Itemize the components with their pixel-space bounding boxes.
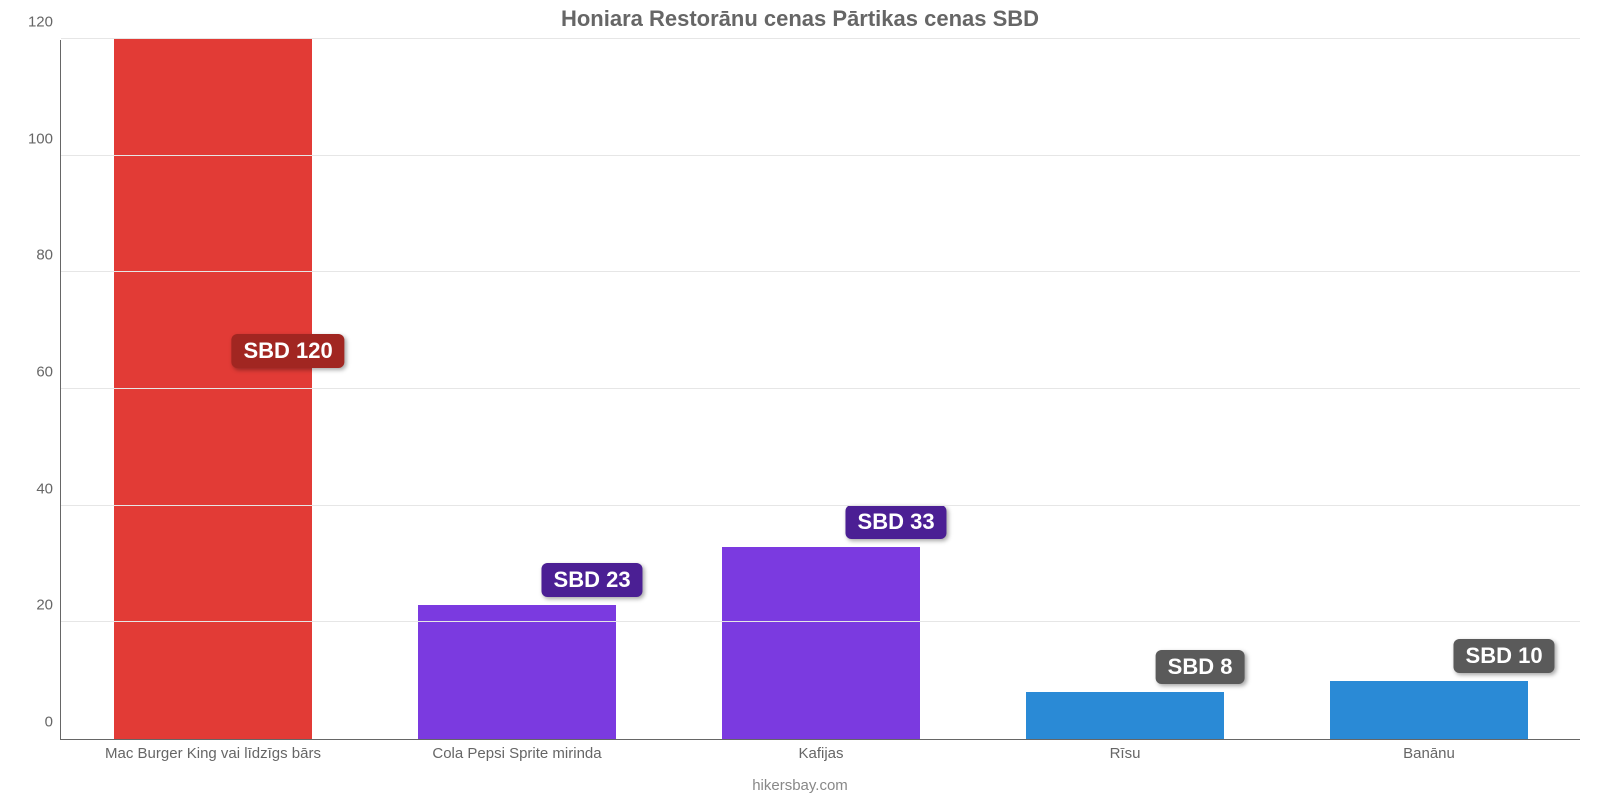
grid-line [61, 38, 1580, 39]
x-tick-label: Banānu [1277, 739, 1581, 762]
x-tick-label: Rīsu [973, 739, 1277, 762]
value-badge: SBD 120 [231, 334, 344, 368]
y-tick-label: 80 [36, 247, 61, 264]
x-tick-label: Mac Burger King vai līdzīgs bārs [61, 739, 365, 762]
value-badge: SBD 23 [542, 563, 643, 597]
bar-slot: SBD 23Cola Pepsi Sprite mirinda [365, 40, 669, 739]
price-bar-chart: Honiara Restorānu cenas Pārtikas cenas S… [0, 0, 1600, 800]
grid-line [61, 505, 1580, 506]
chart-title: Honiara Restorānu cenas Pārtikas cenas S… [0, 6, 1600, 32]
value-badge: SBD 10 [1454, 639, 1555, 673]
bar-slot: SBD 33Kafijas [669, 40, 973, 739]
plot-area: SBD 120Mac Burger King vai līdzīgs bārsS… [60, 40, 1580, 740]
value-badge: SBD 33 [846, 505, 947, 539]
grid-line [61, 388, 1580, 389]
bar-slot: SBD 120Mac Burger King vai līdzīgs bārs [61, 40, 365, 739]
grid-line [61, 621, 1580, 622]
bars-layer: SBD 120Mac Burger King vai līdzīgs bārsS… [61, 40, 1580, 739]
y-tick-label: 20 [36, 597, 61, 614]
y-tick-label: 0 [45, 714, 61, 731]
chart-footer: hikersbay.com [0, 777, 1600, 794]
bar [418, 605, 616, 739]
y-tick-label: 120 [28, 14, 61, 31]
y-tick-label: 60 [36, 364, 61, 381]
bar [722, 547, 920, 740]
y-tick-label: 100 [28, 130, 61, 147]
y-tick-label: 40 [36, 480, 61, 497]
bar [1026, 692, 1224, 739]
bar-slot: SBD 10Banānu [1277, 40, 1581, 739]
grid-line [61, 271, 1580, 272]
bar-slot: SBD 8Rīsu [973, 40, 1277, 739]
x-tick-label: Cola Pepsi Sprite mirinda [365, 739, 669, 762]
value-badge: SBD 8 [1156, 650, 1245, 684]
x-tick-label: Kafijas [669, 739, 973, 762]
bar [114, 39, 312, 739]
grid-line [61, 155, 1580, 156]
bar [1330, 681, 1528, 739]
